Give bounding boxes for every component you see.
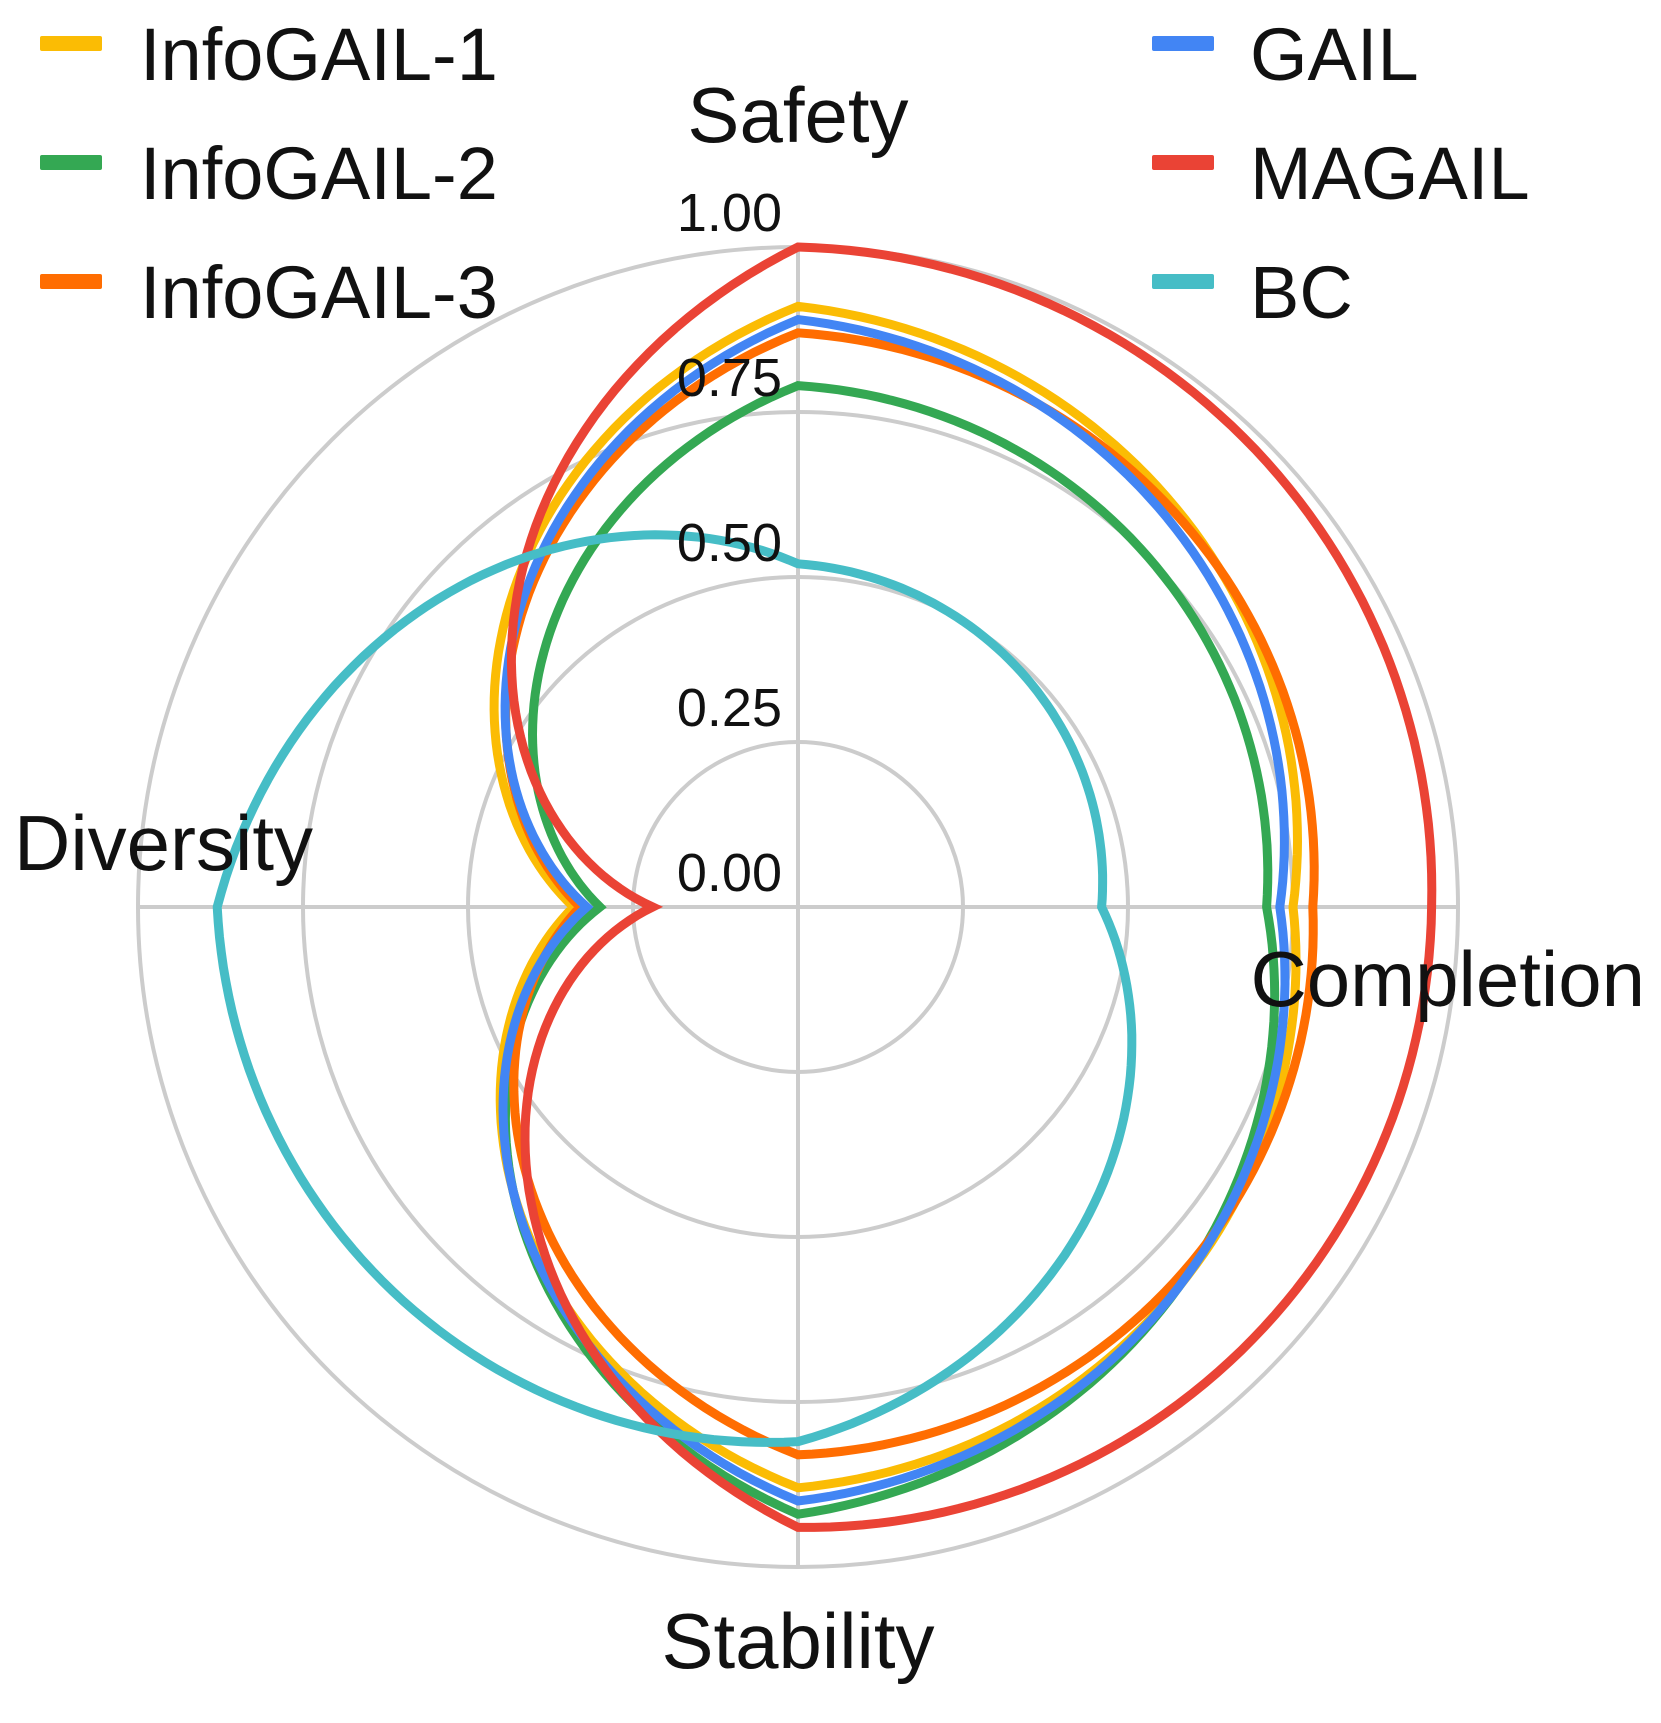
- series-bc: [217, 535, 1132, 1443]
- radial-tick-label-3: 0.75: [677, 348, 782, 408]
- radial-tick-label-2: 0.50: [677, 513, 782, 573]
- series-line-infogail-2: [505, 386, 1274, 1515]
- axis-title-stability: Stability: [661, 1597, 934, 1685]
- axis-title-completion: Completion: [1250, 935, 1645, 1023]
- legend-swatch-bc: [1152, 274, 1214, 289]
- radial-tick-label-1: 0.25: [677, 678, 782, 738]
- radial-grid: [138, 247, 1458, 1567]
- legend-swatch-gail: [1152, 36, 1214, 51]
- legend-item-magail: MAGAIL: [1152, 132, 1530, 215]
- legend-swatch-infogail-1: [40, 36, 102, 51]
- legend-swatch-infogail-3: [40, 274, 102, 289]
- legend-label-magail: MAGAIL: [1250, 132, 1530, 215]
- legend-label-gail: GAIL: [1250, 13, 1419, 96]
- series-line-infogail-1: [494, 306, 1297, 1487]
- legend-item-gail: GAIL: [1152, 13, 1419, 96]
- legend-swatch-magail: [1152, 155, 1214, 170]
- series-infogail-1: [494, 306, 1297, 1488]
- radial-tick-label-0: 0.00: [677, 843, 782, 903]
- legend-swatch-infogail-2: [40, 155, 102, 170]
- legend-label-infogail-1: InfoGAIL-1: [140, 13, 498, 96]
- series-line-bc: [217, 535, 1132, 1443]
- legend-label-infogail-2: InfoGAIL-2: [140, 132, 498, 215]
- radial-tick-label-4: 1.00: [677, 183, 782, 243]
- series-layer: [217, 247, 1432, 1528]
- legend-item-infogail-2: InfoGAIL-2: [40, 132, 498, 215]
- series-infogail-2: [505, 386, 1274, 1515]
- legend: InfoGAIL-1 InfoGAIL-2 InfoGAIL-3 GAIL MA…: [40, 13, 1530, 334]
- legend-label-bc: BC: [1250, 251, 1353, 334]
- legend-item-bc: BC: [1152, 251, 1353, 334]
- axis-title-diversity: Diversity: [14, 799, 313, 887]
- axis-title-safety: Safety: [687, 71, 908, 159]
- legend-item-infogail-1: InfoGAIL-1: [40, 13, 498, 96]
- legend-item-infogail-3: InfoGAIL-3: [40, 251, 498, 334]
- legend-label-infogail-3: InfoGAIL-3: [140, 251, 498, 334]
